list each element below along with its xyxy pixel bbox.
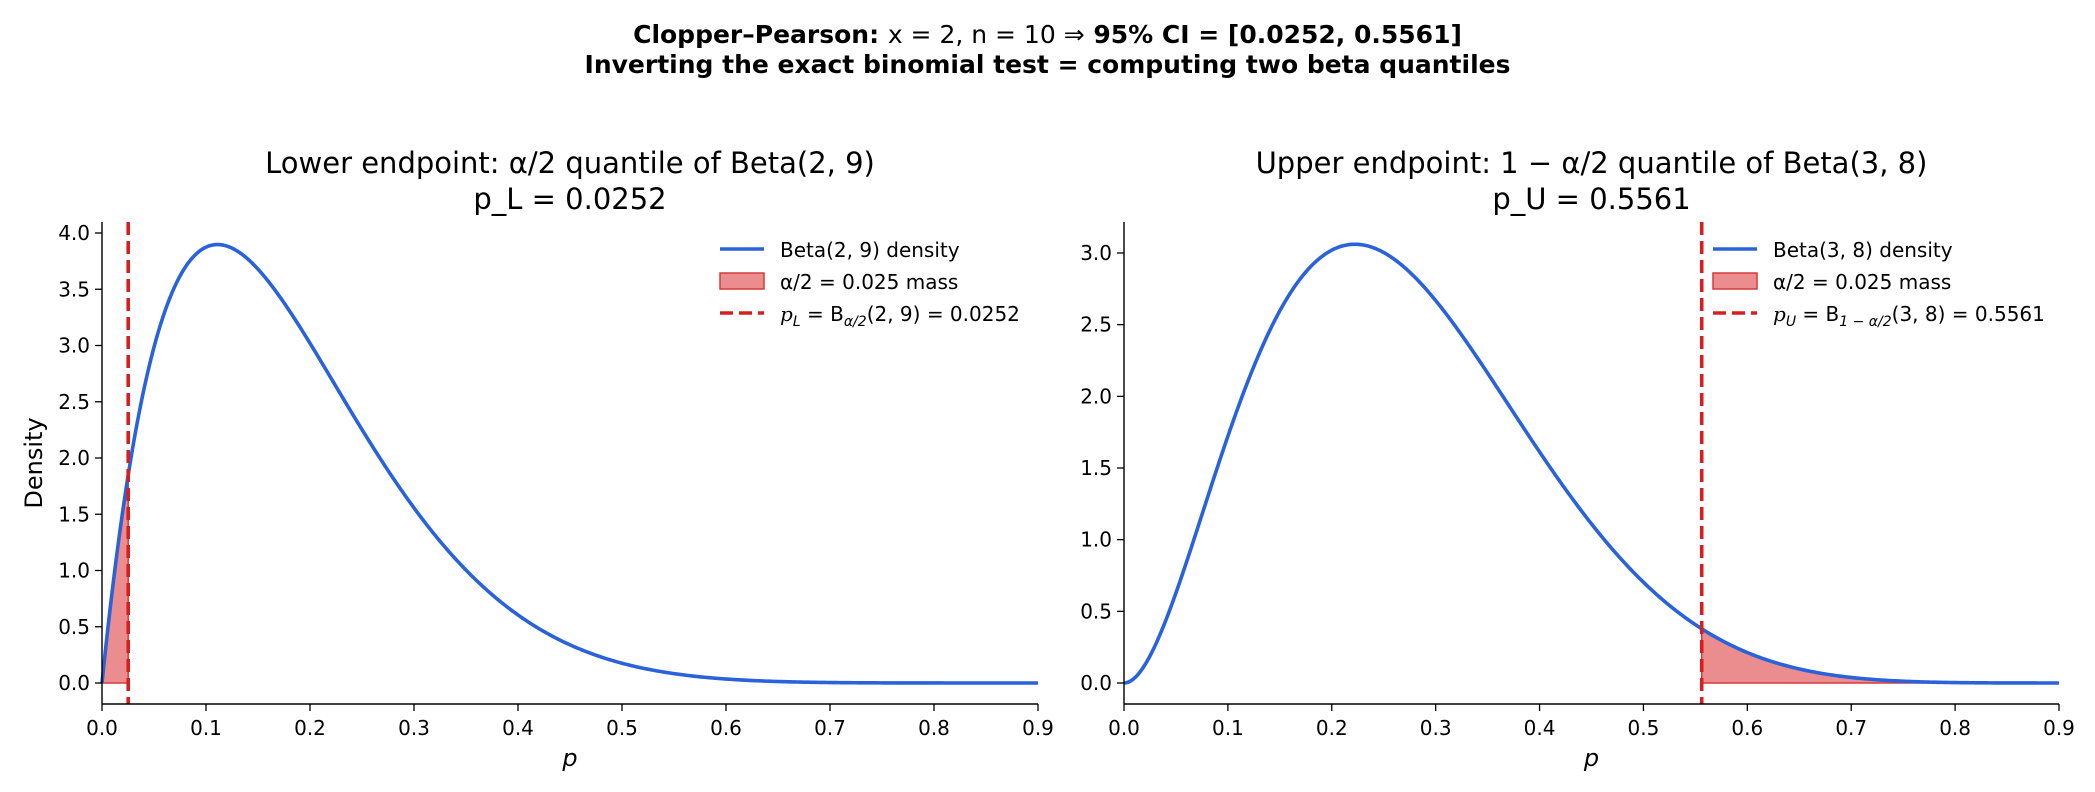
- y-tick-label: 0.5: [58, 615, 90, 639]
- legend-line-label: Beta(3, 8) density: [1773, 238, 1953, 262]
- suptitle-head: Clopper–Pearson:: [633, 20, 880, 49]
- y-tick-label: 1.0: [58, 559, 90, 583]
- left-panel-subtitle: p_L = 0.0252: [473, 182, 667, 216]
- x-tick-label: 0.6: [710, 716, 742, 740]
- y-tick-label: 2.0: [58, 446, 90, 470]
- y-tick-label: 3.0: [58, 334, 90, 358]
- suptitle-mid: x = 2, n = 10 ⇒: [887, 20, 1085, 49]
- legend-mass-label: α/2 = 0.025 mass: [1773, 270, 1951, 294]
- figure-suptitle-line1: Clopper–Pearson: x = 2, n = 10 ⇒ 95% CI …: [0, 20, 2095, 49]
- y-tick-label: 0.0: [1080, 671, 1112, 695]
- x-tick-label: 0.1: [190, 716, 222, 740]
- suptitle-tail: 95% CI = [0.0252, 0.5561]: [1093, 20, 1462, 49]
- y-tick-label: 2.5: [1080, 313, 1112, 337]
- y-tick-label: 1.5: [58, 502, 90, 526]
- legend-mass-swatch: [719, 272, 765, 290]
- y-tick-label: 0.0: [58, 671, 90, 695]
- y-tick-label: 4.0: [58, 221, 90, 245]
- x-tick-label: 0.1: [1212, 716, 1244, 740]
- right-panel-title: Upper endpoint: 1 − α/2 quantile of Beta…: [1255, 146, 1928, 180]
- y-tick-label: 3.0: [1080, 241, 1112, 265]
- x-tick-label: 0.4: [1524, 716, 1556, 740]
- x-tick-label: 0.7: [1835, 716, 1867, 740]
- y-axis-label: Density: [20, 417, 48, 508]
- x-axis-label: p: [561, 744, 577, 772]
- x-tick-label: 0.9: [1022, 716, 1054, 740]
- y-tick-label: 2.0: [1080, 384, 1112, 408]
- x-tick-label: 0.9: [2043, 716, 2075, 740]
- y-tick-label: 1.0: [1080, 528, 1112, 552]
- y-tick-label: 3.5: [58, 277, 90, 301]
- left-panel-title: Lower endpoint: α/2 quantile of Beta(2, …: [265, 146, 875, 180]
- left-panel: 0.0 0.1 0.2 0.3 0.4 0.5 0.6 0.7 0.8 0.9 0.0 0.5 1.0 1…: [20, 221, 1054, 772]
- y-tick-label: 0.5: [1080, 599, 1112, 623]
- x-tick-label: 0.5: [606, 716, 638, 740]
- x-tick-label: 0.3: [398, 716, 430, 740]
- right-panel-subtitle: p_U = 0.5561: [1492, 182, 1691, 216]
- density-curve: [100, 242, 1038, 685]
- legend-vline-label: pL = Bα/2(2, 9) = 0.0252: [780, 302, 1020, 330]
- x-tick-label: 0.8: [1939, 716, 1971, 740]
- density-curve: [1123, 242, 2059, 685]
- legend-vline-label: pU = B1 − α/2(3, 8) = 0.5561: [1773, 302, 2045, 330]
- x-tick-label: 0.0: [86, 716, 118, 740]
- x-tick-label: 0.7: [814, 716, 846, 740]
- x-tick-label: 0.0: [1108, 716, 1140, 740]
- figure-suptitle-line2: Inverting the exact binomial test = comp…: [584, 50, 1511, 79]
- legend-line-label: Beta(2, 9) density: [780, 238, 960, 262]
- x-tick-label: 0.5: [1628, 716, 1660, 740]
- x-axis-label: p: [1583, 744, 1599, 772]
- legend-mass-swatch: [1712, 272, 1758, 290]
- y-tick-label: 2.5: [58, 390, 90, 414]
- x-tick-label: 0.8: [918, 716, 950, 740]
- x-tick-label: 0.4: [502, 716, 534, 740]
- y-tick-label: 1.5: [1080, 456, 1112, 480]
- right-panel: 0.0 0.1 0.2 0.3 0.4 0.5 0.6 0.7 0.8 0.9 0.0 0.5 1.0 1…: [1080, 222, 2075, 772]
- legend-mass-label: α/2 = 0.025 mass: [780, 270, 958, 294]
- x-tick-label: 0.6: [1731, 716, 1763, 740]
- x-tick-label: 0.2: [294, 716, 326, 740]
- x-tick-label: 0.2: [1316, 716, 1348, 740]
- x-tick-label: 0.3: [1420, 716, 1452, 740]
